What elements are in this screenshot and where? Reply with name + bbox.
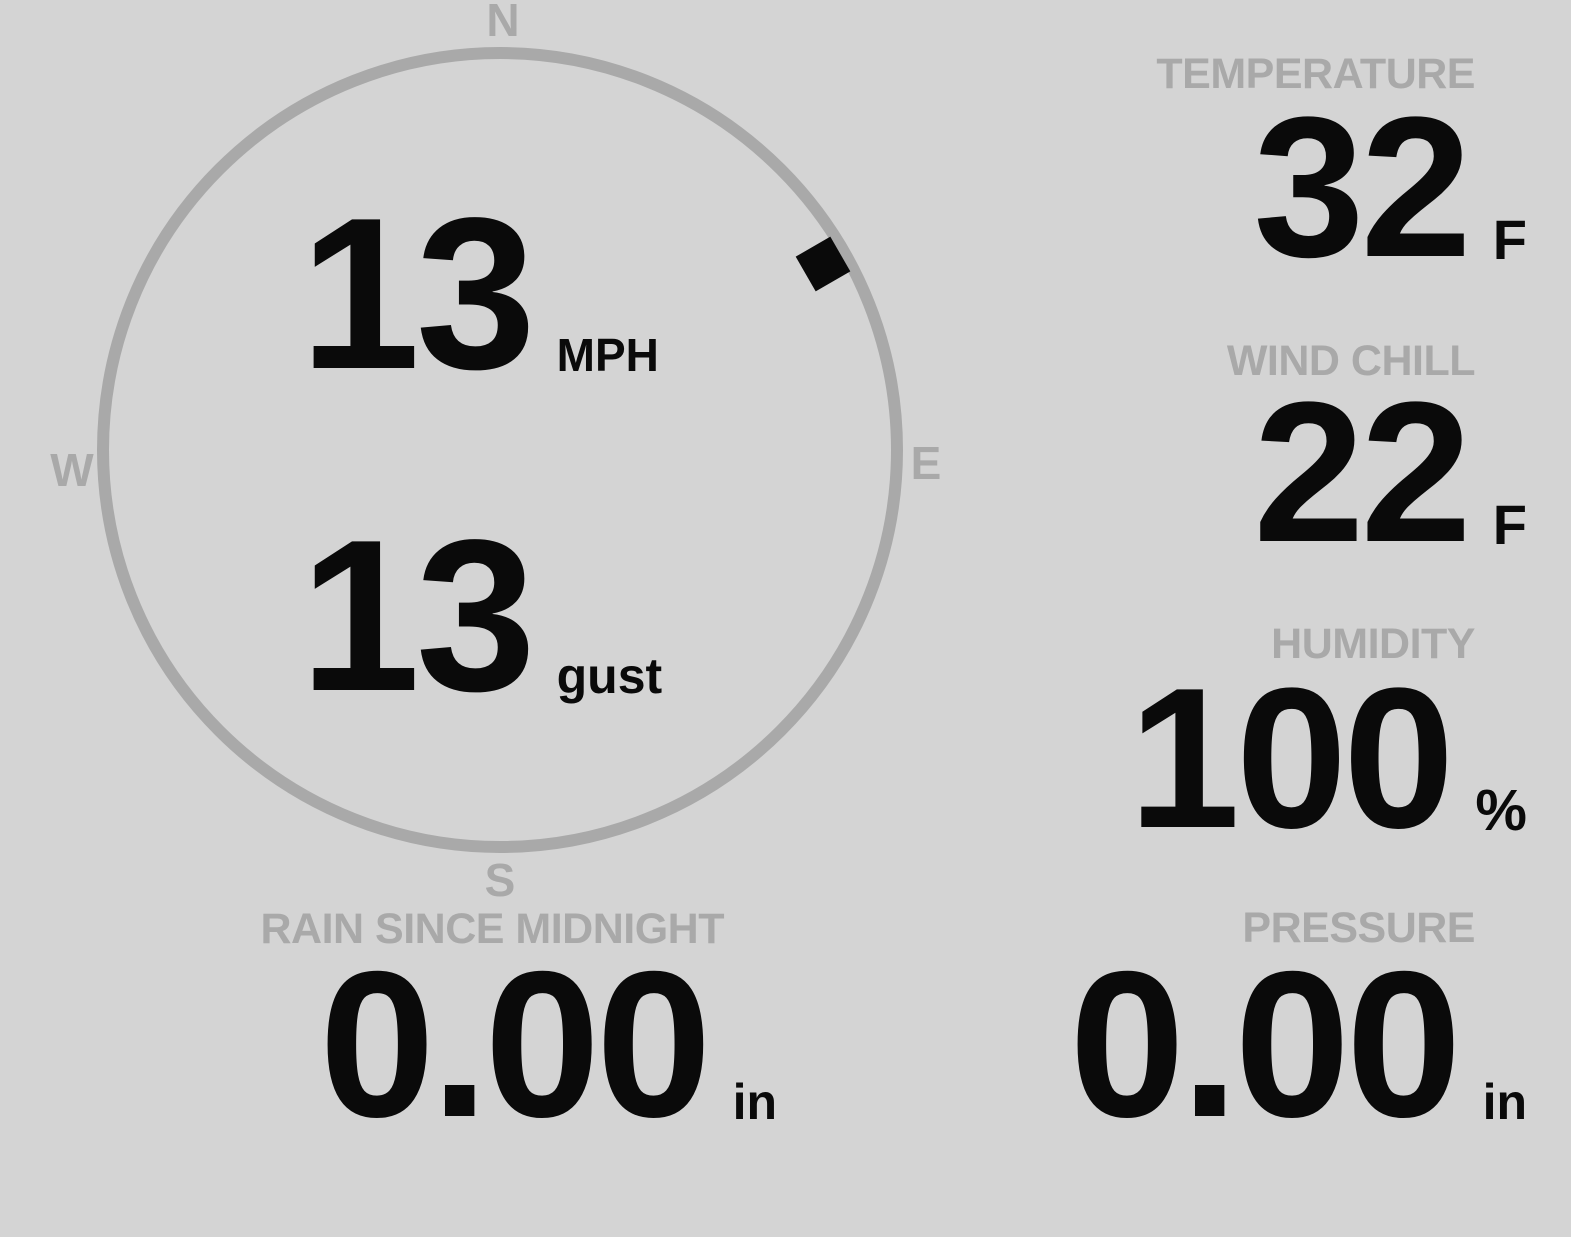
cardinal-west-label: W (50, 444, 94, 496)
pressure-readout: 0.00 in (1069, 941, 1527, 1149)
wind-gust-readout: 13 gust (300, 507, 662, 723)
rain-since-midnight-value: 0.00 (319, 929, 711, 1161)
wind-speed-unit: MPH (556, 329, 659, 381)
humidity-unit: % (1475, 778, 1527, 843)
wind-speed-readout: 13 MPH (300, 185, 659, 401)
rain-since-midnight-readout: 0.00 in (319, 941, 777, 1149)
humidity-label: HUMIDITY (1271, 620, 1475, 668)
pressure-unit: in (1482, 1074, 1527, 1130)
cardinal-east-label: E (910, 437, 942, 489)
temperature-label: TEMPERATURE (1156, 50, 1475, 98)
pressure-value: 0.00 (1069, 929, 1461, 1161)
rain-since-midnight-unit: in (732, 1074, 777, 1130)
wind-chill-unit: F (1492, 493, 1527, 556)
wind-compass-gauge: N E S W 13 MPH 13 gust (0, 0, 1000, 910)
rain-since-midnight-label: RAIN SINCE MIDNIGHT (260, 905, 725, 953)
pressure-label: PRESSURE (1242, 904, 1475, 952)
wind-gust-unit: gust (556, 648, 663, 704)
wind-chill-value: 22 (1253, 361, 1471, 584)
wind-gust-value: 13 (300, 494, 536, 736)
humidity-readout: 100 % (1129, 659, 1527, 859)
compass-ring (97, 47, 903, 853)
humidity-value: 100 (1128, 647, 1455, 870)
wind-chill-readout: 22 F (1253, 373, 1527, 573)
temperature-unit: F (1492, 208, 1527, 271)
cardinal-north-label: N (486, 0, 520, 46)
wind-chill-label: WIND CHILL (1226, 337, 1476, 385)
wind-speed-value: 13 (300, 172, 536, 414)
temperature-value: 32 (1253, 76, 1471, 299)
cardinal-south-label: S (484, 854, 516, 906)
temperature-readout: 32 F (1253, 88, 1527, 288)
